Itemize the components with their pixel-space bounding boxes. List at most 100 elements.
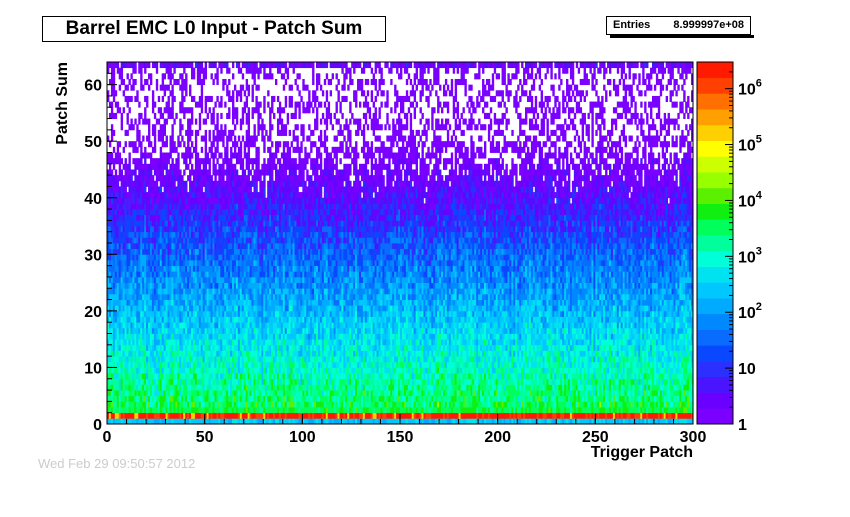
heatmap-cell [230, 135, 233, 142]
heatmap-cell [122, 327, 125, 334]
heatmap-cell [187, 288, 190, 295]
heatmap-cell [153, 282, 157, 289]
heatmap-cell [120, 327, 124, 334]
heatmap-cell [149, 197, 153, 204]
heatmap-cell [108, 344, 112, 351]
heatmap-cell [175, 418, 178, 425]
heatmap-cell [149, 78, 153, 86]
heatmap-cell [128, 401, 131, 408]
heatmap-cell [171, 112, 174, 119]
heatmap-cell [126, 344, 129, 351]
heatmap-cell [132, 192, 135, 199]
heatmap-cell [189, 129, 192, 136]
heatmap-cell [189, 254, 192, 261]
heatmap-cell [239, 141, 243, 148]
heatmap-cell [183, 305, 186, 312]
heatmap-cell [171, 95, 174, 102]
heatmap-cell [128, 231, 131, 238]
heatmap-cell [144, 175, 147, 182]
heatmap-cell [165, 101, 168, 108]
heatmap-cell [177, 135, 180, 142]
heatmap-cell [167, 322, 170, 329]
heatmap-cell [107, 384, 110, 391]
heatmap-cell [159, 350, 163, 357]
heatmap-cell [175, 248, 178, 255]
heatmap-cell [247, 146, 250, 153]
heatmap-cell [165, 344, 168, 351]
heatmap-cell [171, 327, 174, 334]
heatmap-cell [118, 152, 122, 159]
heatmap-cell [116, 356, 120, 363]
heatmap-cell [263, 141, 266, 148]
heatmap-cell [163, 226, 166, 233]
heatmap-cell [108, 265, 112, 272]
heatmap-cell [155, 333, 159, 340]
heatmap-cell [220, 112, 223, 119]
heatmap-cell [204, 62, 208, 69]
heatmap-cell [108, 231, 112, 238]
heatmap-cell [138, 197, 141, 204]
heatmap-cell [181, 322, 184, 329]
heatmap-cell [112, 248, 116, 255]
heatmap-cell [112, 146, 116, 153]
heatmap-cell [175, 186, 178, 193]
heatmap-cell [144, 310, 147, 317]
heatmap-cell [134, 243, 137, 250]
heatmap-cell [163, 356, 166, 363]
heatmap-cell [159, 288, 163, 295]
heatmap-cell [263, 135, 266, 142]
heatmap-cell [187, 124, 190, 131]
heatmap-cell [146, 412, 149, 419]
heatmap-cell [134, 316, 137, 323]
heatmap-cell [155, 67, 159, 74]
heatmap-cell [167, 339, 170, 346]
heatmap-cell [273, 112, 276, 119]
heatmap-cell [187, 197, 190, 204]
heatmap-cell [108, 169, 112, 176]
heatmap-cell [116, 214, 120, 221]
heatmap-cell [114, 310, 118, 317]
heatmap-cell [132, 356, 135, 363]
heatmap-cell [157, 231, 161, 238]
heatmap-cell [128, 124, 131, 131]
heatmap-cell [183, 288, 186, 295]
heatmap-cell [108, 243, 112, 250]
heatmap-cell [177, 152, 180, 159]
heatmap-cell [134, 231, 137, 238]
heatmap-cell [169, 356, 172, 363]
heatmap-cell [126, 276, 129, 283]
heatmap-cell [157, 220, 161, 227]
heatmap-cell [146, 310, 149, 317]
heatmap-cell [153, 407, 157, 414]
heatmap-cell [181, 62, 184, 69]
heatmap-cell [222, 163, 225, 170]
heatmap-cell [185, 180, 188, 187]
heatmap-cell [181, 214, 184, 221]
heatmap-cell [179, 259, 182, 267]
heatmap-cell [108, 152, 112, 159]
heatmap-cell [114, 265, 118, 272]
heatmap-cell [122, 214, 125, 221]
heatmap-cell [153, 62, 157, 69]
heatmap-cell [126, 322, 129, 329]
heatmap-cell [185, 282, 188, 289]
heatmap-cell [122, 226, 125, 233]
heatmap-cell [163, 299, 166, 306]
heatmap-cell [169, 243, 172, 250]
heatmap-cell [157, 118, 161, 125]
heatmap-cell [159, 180, 163, 187]
heatmap-cell [187, 146, 190, 153]
heatmap-cell [153, 361, 157, 368]
heatmap-cell [107, 310, 110, 317]
heatmap-cell [173, 220, 176, 227]
heatmap-cell [173, 350, 176, 357]
heatmap-cell [169, 407, 172, 414]
heatmap-cell [112, 192, 116, 199]
heatmap-cell [126, 231, 129, 238]
heatmap-cell [110, 254, 114, 261]
heatmap-cell [169, 310, 172, 317]
heatmap-cell [138, 254, 141, 261]
heatmap-cell [179, 107, 182, 114]
heatmap-cell [110, 288, 114, 295]
heatmap-cell [112, 288, 116, 295]
